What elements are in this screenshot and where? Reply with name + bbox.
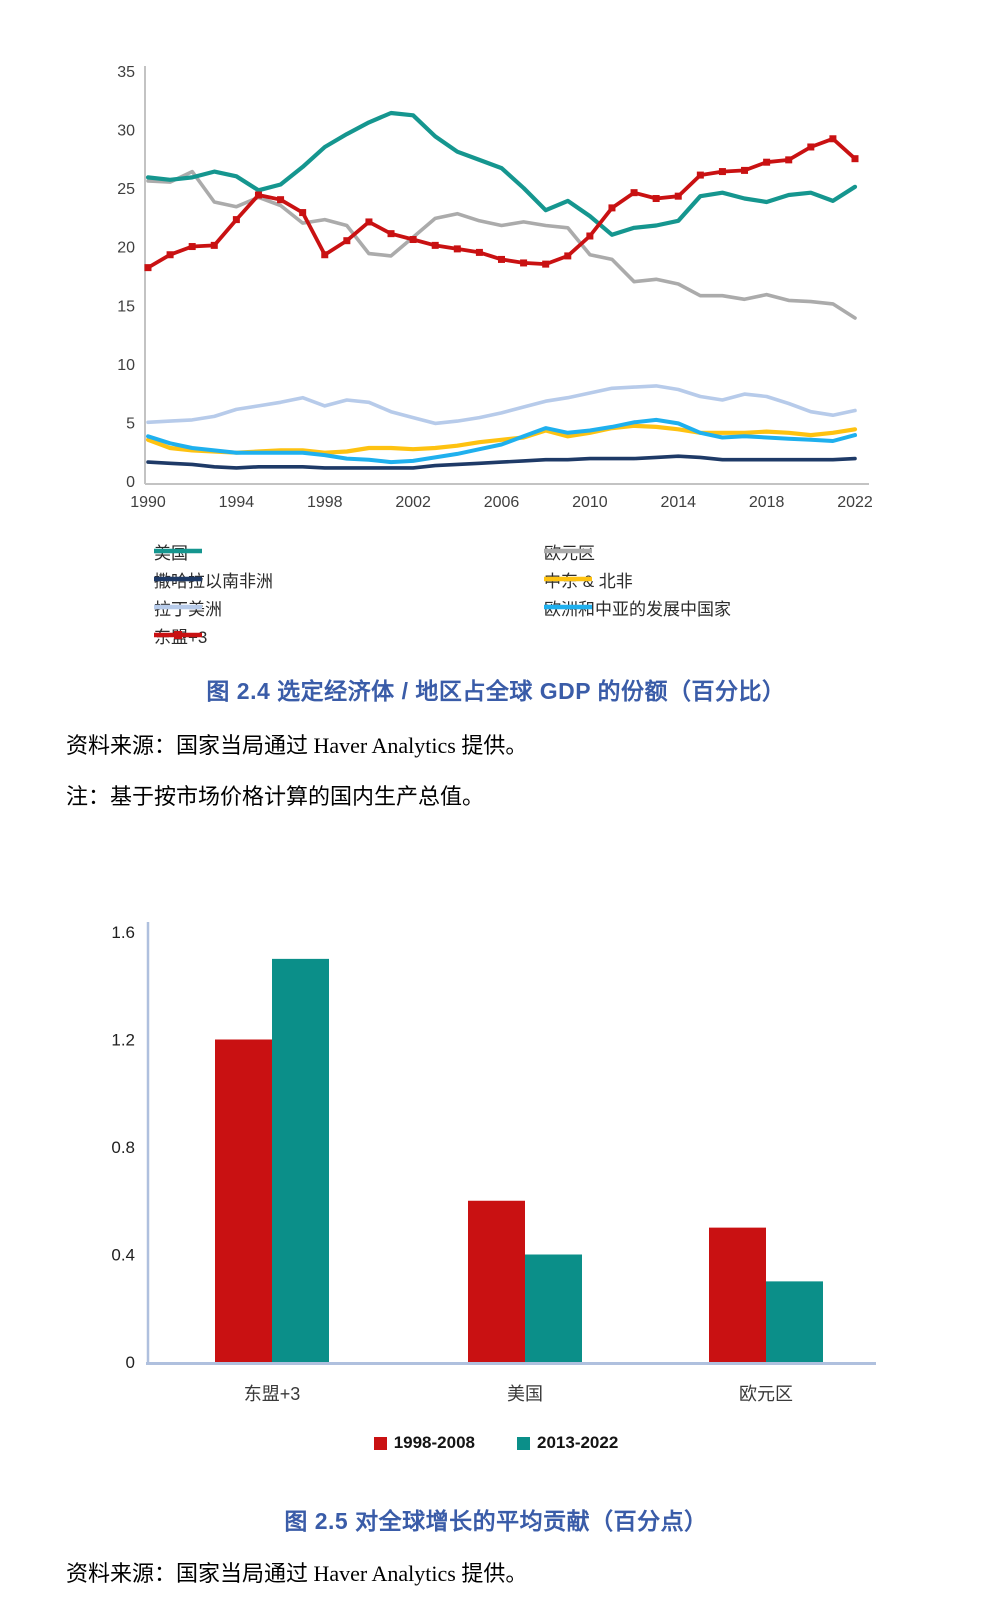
legend-item-6: 东盟+3 bbox=[152, 621, 542, 649]
legend-item-4: 拉丁美洲 bbox=[152, 593, 542, 621]
svg-text:0: 0 bbox=[126, 474, 135, 491]
legend-label: 撒哈拉以南非洲 bbox=[154, 571, 273, 591]
svg-text:25: 25 bbox=[117, 181, 135, 198]
legend-item-1: 2013-2022 bbox=[517, 1433, 618, 1453]
svg-text:2018: 2018 bbox=[749, 494, 785, 511]
figure-2-5-source: 资料来源：国家当局通过 Haver Analytics 提供。 bbox=[66, 1561, 528, 1586]
svg-text:2006: 2006 bbox=[484, 494, 520, 511]
legend-item-1: 欧元区 bbox=[542, 537, 892, 565]
svg-text:1.6: 1.6 bbox=[111, 923, 135, 942]
legend-item-5: 欧洲和中亚的发展中国家 bbox=[542, 593, 892, 621]
figure-2-5-title: 图 2.5 对全球增长的平均贡献（百分点） bbox=[284, 1508, 708, 1534]
svg-text:0.8: 0.8 bbox=[111, 1138, 135, 1157]
legend-line-swatch bbox=[154, 631, 202, 639]
figure-2-4-note: 注：基于按市场价格计算的国内生产总值。 bbox=[66, 784, 485, 809]
svg-text:20: 20 bbox=[117, 240, 135, 257]
legend-square-swatch bbox=[373, 1436, 387, 1450]
legend-item-0: 美国 bbox=[152, 537, 542, 565]
svg-text:1.2: 1.2 bbox=[111, 1031, 135, 1050]
svg-text:0: 0 bbox=[126, 1353, 135, 1372]
legend-label: 欧洲和中亚的发展中国家 bbox=[544, 599, 731, 619]
legend-square-swatch bbox=[517, 1436, 530, 1450]
svg-text:2002: 2002 bbox=[395, 494, 431, 511]
svg-text:1994: 1994 bbox=[219, 494, 255, 511]
svg-text:2014: 2014 bbox=[660, 494, 696, 511]
legend-line-swatch bbox=[544, 548, 592, 554]
svg-text:30: 30 bbox=[117, 123, 135, 140]
legend-line-swatch bbox=[154, 548, 202, 554]
svg-text:美国: 美国 bbox=[507, 1384, 543, 1404]
svg-text:0.4: 0.4 bbox=[111, 1246, 135, 1265]
legend-line-swatch bbox=[544, 604, 592, 610]
legend-item-2: 撒哈拉以南非洲 bbox=[152, 565, 542, 593]
svg-text:2022: 2022 bbox=[837, 494, 873, 511]
figure-2-5-bar-chart: 0 0.4 0.8 1.2 1.6 东盟+3 美国 欧元区 bbox=[111, 922, 876, 1404]
legend-line-swatch bbox=[154, 576, 202, 582]
figure-2-4-source: 资料来源：国家当局通过 Haver Analytics 提供。 bbox=[66, 733, 528, 758]
svg-text:2010: 2010 bbox=[572, 494, 608, 511]
legend-label: 2013-2022 bbox=[537, 1433, 619, 1452]
figure-2-5-legend: 1998-2008 2013-2022 bbox=[0, 1433, 992, 1453]
legend-item-0: 1998-2008 bbox=[373, 1433, 475, 1453]
legend-label: 1998-2008 bbox=[393, 1433, 475, 1452]
svg-text:欧元区: 欧元区 bbox=[739, 1384, 793, 1404]
legend-line-swatch bbox=[544, 576, 592, 582]
figure-2-4-line-chart: 0 5 10 15 20 25 30 35 1990 1994 1998 2002 2006 2010 20… bbox=[117, 64, 873, 511]
svg-text:10: 10 bbox=[117, 357, 135, 374]
legend-item-3: 中东 & 北非 bbox=[542, 565, 892, 593]
svg-text:15: 15 bbox=[117, 298, 135, 315]
svg-text:东盟+3: 东盟+3 bbox=[244, 1384, 301, 1404]
svg-text:5: 5 bbox=[126, 415, 135, 432]
legend-line-swatch bbox=[154, 604, 202, 610]
svg-text:35: 35 bbox=[117, 64, 135, 81]
svg-text:1998: 1998 bbox=[307, 494, 343, 511]
svg-text:1990: 1990 bbox=[130, 494, 166, 511]
figure-2-4-title: 图 2.4 选定经济体 / 地区占全球 GDP 的份额（百分比） bbox=[206, 678, 786, 704]
figure-2-4-legend: 美国欧元区撒哈拉以南非洲 中东 & 北非拉丁美洲欧洲和中亚的发展中国家东盟+3 bbox=[152, 537, 892, 649]
